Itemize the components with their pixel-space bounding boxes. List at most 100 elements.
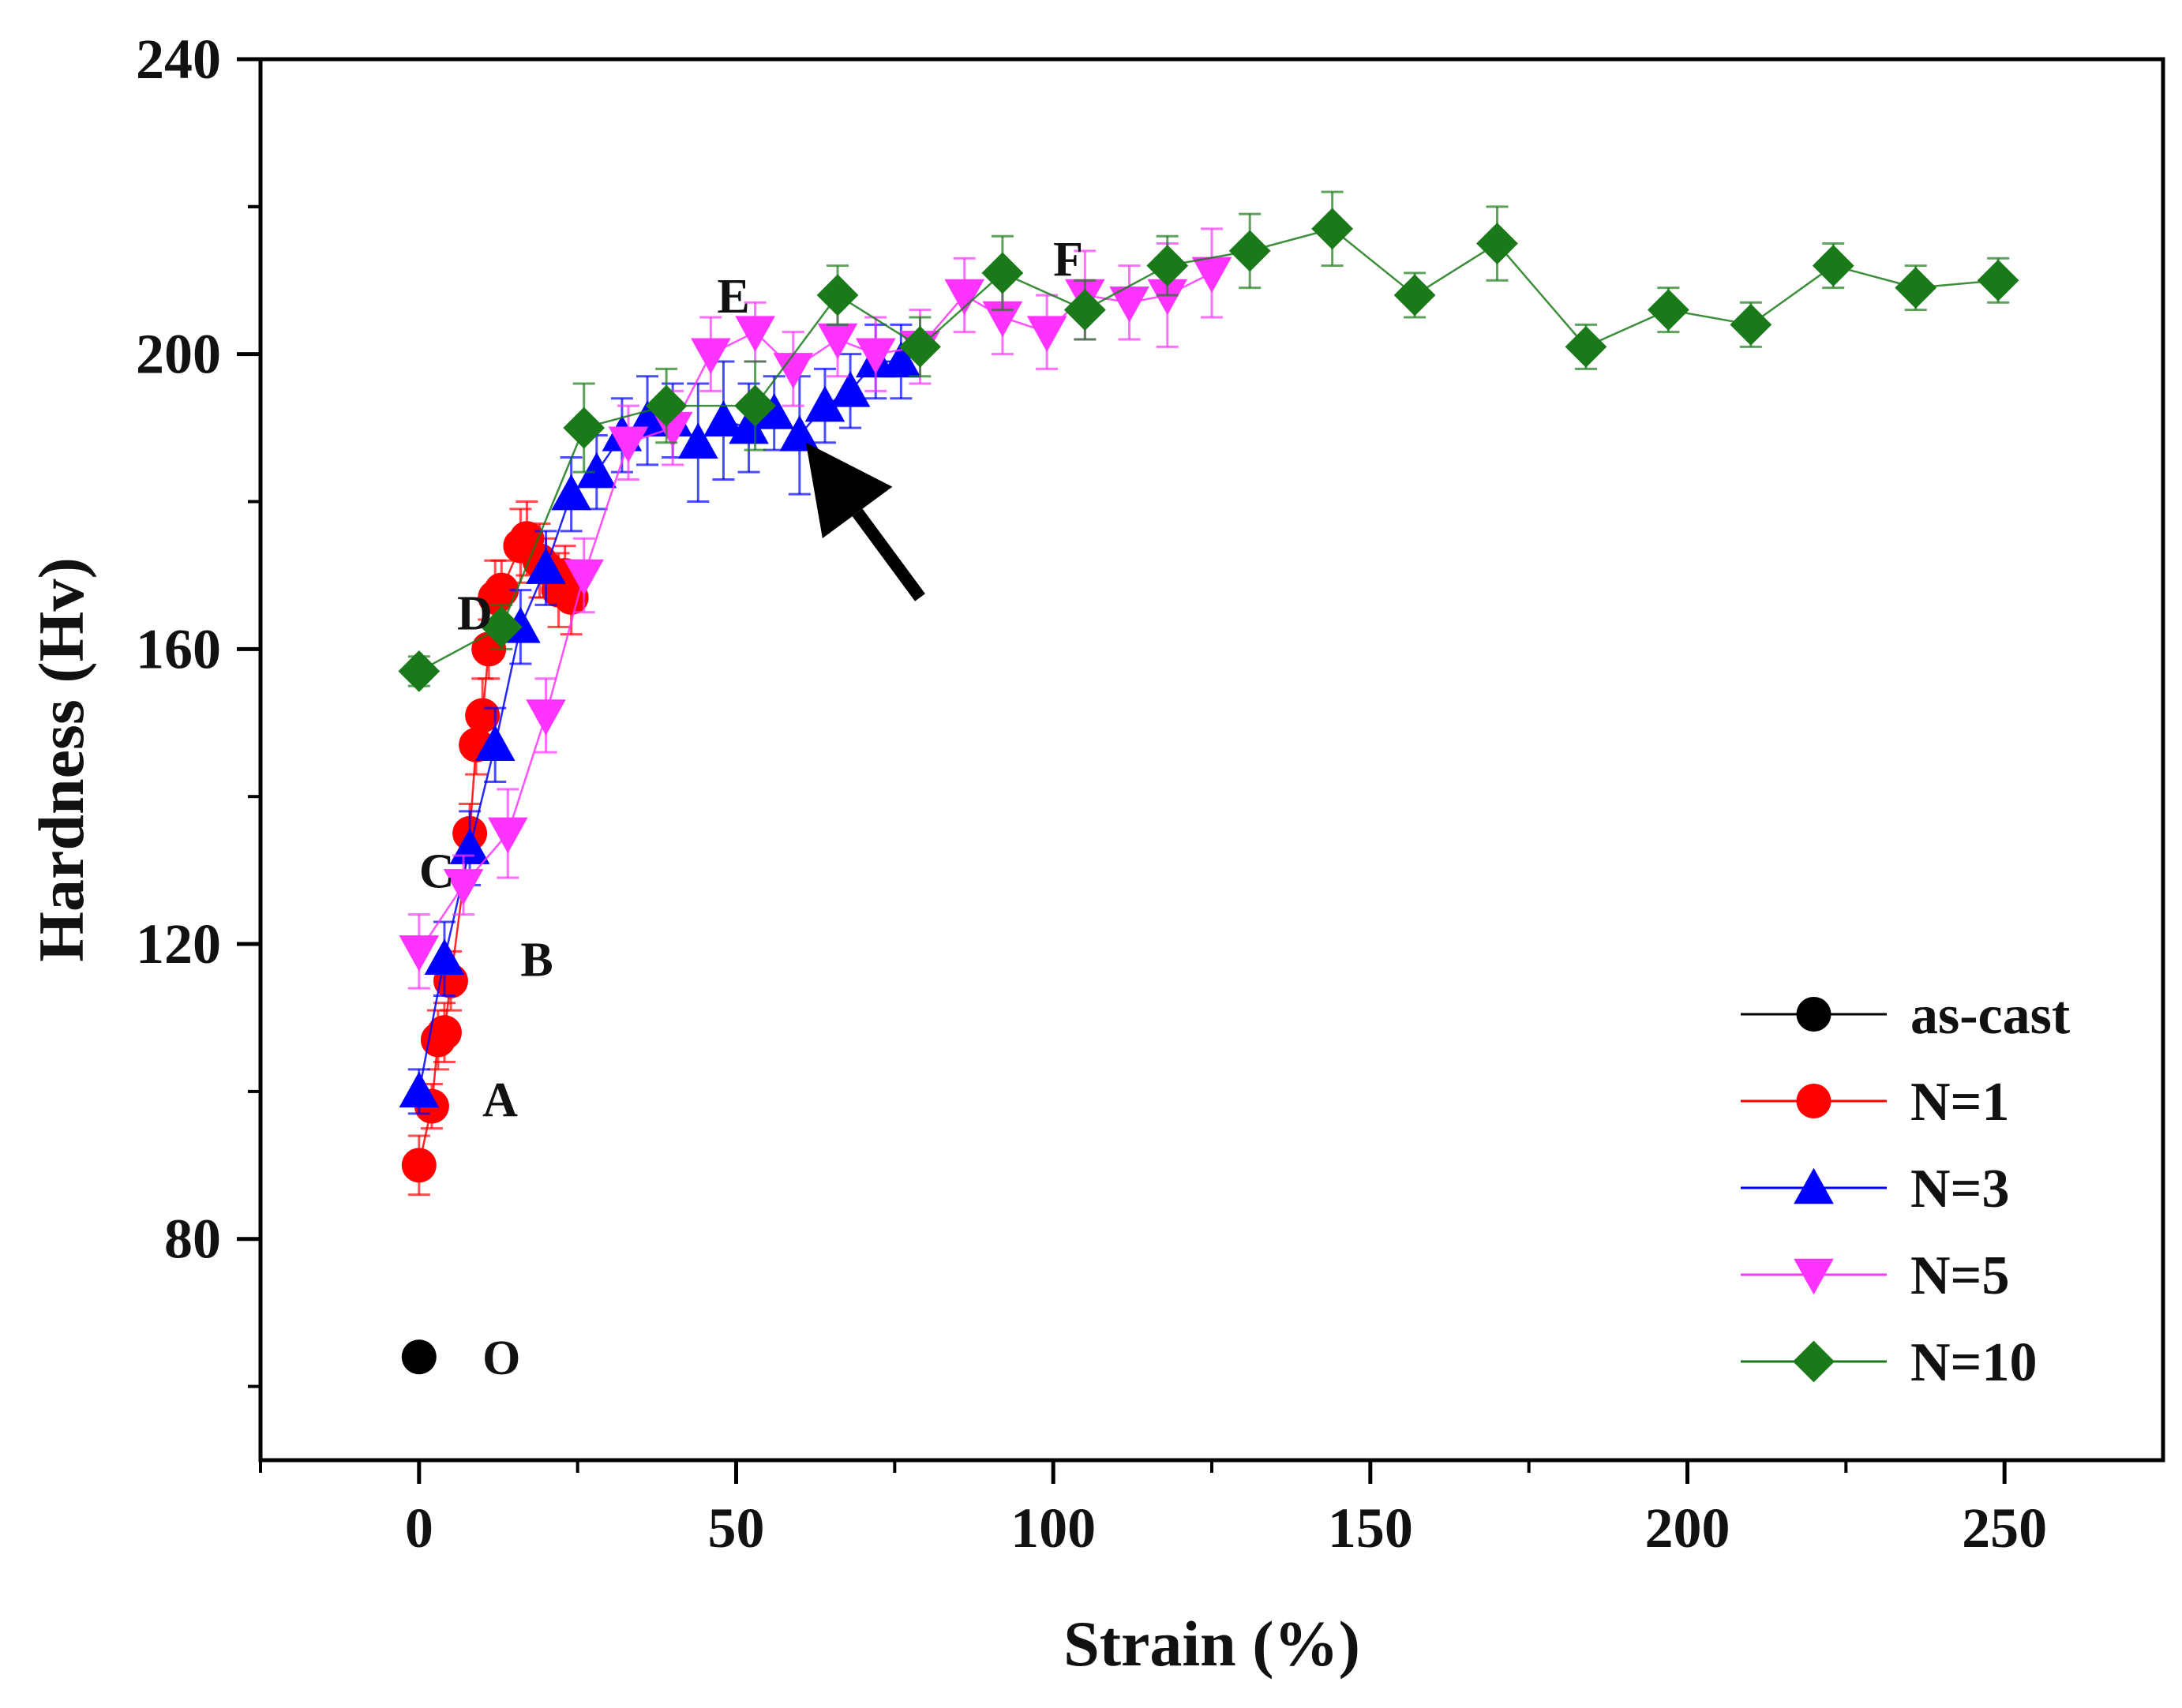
- data-point: [691, 338, 731, 374]
- data-point: [735, 316, 775, 352]
- data-point: [1648, 289, 1689, 331]
- data-point: [804, 385, 845, 422]
- y-axis-title: Hardness (Hv): [25, 557, 97, 962]
- x-tick-label: 250: [1962, 1496, 2047, 1560]
- y-tick-label: 160: [136, 617, 221, 680]
- point-label: F: [1053, 233, 1083, 287]
- legend-label: as-cast: [1910, 985, 2070, 1046]
- data-point: [830, 371, 871, 407]
- data-point: [678, 422, 718, 459]
- data-point: [703, 400, 744, 437]
- x-tick-label: 100: [1010, 1496, 1096, 1560]
- data-point: [424, 938, 465, 975]
- data-point: [398, 650, 441, 692]
- data-point: [816, 274, 859, 317]
- data-point: [1063, 289, 1106, 331]
- data-point: [426, 1015, 462, 1051]
- data-point: [484, 572, 519, 608]
- data-point: [981, 252, 1024, 294]
- series-n-10: [398, 190, 2019, 692]
- data-point: [1977, 259, 2019, 302]
- legend-marker: [1794, 1258, 1834, 1295]
- legend-item: as-cast: [1741, 985, 2070, 1046]
- series-as-cast: [401, 1339, 437, 1375]
- data-point: [817, 323, 858, 360]
- data-point: [1311, 208, 1354, 250]
- data-point: [1147, 279, 1188, 316]
- data-point: [1026, 316, 1067, 352]
- legend-marker: [1796, 1084, 1831, 1118]
- point-label: O: [482, 1332, 520, 1385]
- axis-ticks: 0 50 100 150 200 250 80 120 160 200 240: [136, 28, 2047, 1560]
- data-point: [399, 1071, 440, 1108]
- legend-label: N=10: [1910, 1332, 2037, 1393]
- data-point: [443, 869, 484, 905]
- data-point: [1895, 267, 1937, 309]
- data-point: [944, 279, 984, 316]
- arrow-shaft: [852, 508, 925, 601]
- x-tick-label: 200: [1645, 1496, 1730, 1560]
- point-label: D: [457, 587, 493, 641]
- data-point: [526, 548, 566, 584]
- x-tick-label: 150: [1328, 1496, 1413, 1560]
- data-point: [474, 725, 516, 762]
- series-n-5: [399, 227, 1232, 990]
- data-point: [526, 699, 566, 736]
- plot-frame: [258, 57, 2165, 1463]
- data-point: [551, 474, 591, 511]
- data-point: [1565, 325, 1607, 368]
- data-point: [1191, 257, 1232, 294]
- legend-label: N=5: [1910, 1245, 2009, 1306]
- point-label: E: [717, 270, 749, 324]
- point-label: C: [419, 845, 455, 899]
- data-point: [401, 1339, 437, 1375]
- data-series: [398, 190, 2019, 1375]
- data-point: [899, 325, 941, 368]
- y-tick-label: 80: [164, 1208, 221, 1271]
- x-axis-title: Strain (%): [1063, 1608, 1360, 1680]
- data-point: [734, 384, 776, 427]
- data-point: [401, 1148, 437, 1183]
- legend-item: N=1: [1741, 1072, 2009, 1133]
- point-label: B: [520, 934, 553, 987]
- data-point: [488, 817, 528, 854]
- data-point: [1146, 245, 1189, 287]
- legend-item: N=10: [1741, 1332, 2037, 1393]
- data-point: [1109, 287, 1149, 323]
- data-point: [881, 341, 921, 378]
- y-tick-label: 120: [136, 912, 221, 976]
- data-point: [645, 384, 688, 427]
- data-point: [1812, 245, 1854, 287]
- data-point: [399, 935, 440, 972]
- x-tick-label: 50: [708, 1496, 765, 1560]
- data-point: [564, 559, 604, 596]
- legend-item: N=5: [1741, 1245, 2009, 1306]
- x-tick-label: 0: [405, 1496, 433, 1560]
- legend-marker: [1796, 997, 1831, 1032]
- data-point: [563, 406, 605, 449]
- data-point: [1476, 223, 1518, 264]
- data-point: [465, 698, 501, 733]
- legend: as-cast N=1 N=3 N=5 N=10: [1741, 985, 2070, 1393]
- data-point: [576, 451, 617, 489]
- legend-marker: [1793, 1340, 1835, 1383]
- data-point: [480, 605, 523, 648]
- point-label: A: [482, 1073, 518, 1127]
- y-tick-label: 200: [136, 323, 221, 386]
- data-point: [729, 407, 769, 444]
- data-point: [1730, 303, 1772, 346]
- data-point: [1228, 230, 1271, 272]
- legend-marker: [1794, 1167, 1834, 1204]
- data-point: [1393, 274, 1436, 317]
- data-point: [608, 426, 649, 463]
- legend-label: N=1: [1910, 1072, 2009, 1133]
- y-tick-label: 240: [136, 28, 221, 91]
- series-line: [418, 227, 1999, 672]
- data-point: [855, 338, 896, 374]
- legend-item: N=3: [1741, 1159, 2009, 1219]
- data-point: [773, 353, 814, 389]
- data-point: [754, 393, 794, 429]
- legend-label: N=3: [1910, 1159, 2009, 1219]
- series-line: [418, 272, 1213, 953]
